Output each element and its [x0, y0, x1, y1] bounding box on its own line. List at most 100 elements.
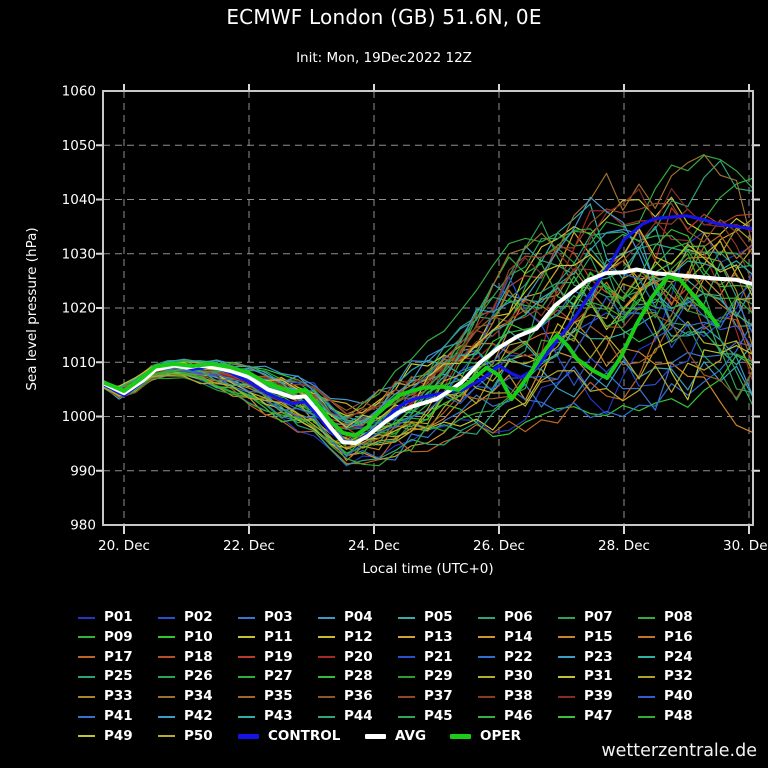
legend-entry-P43: P43: [238, 708, 293, 725]
y-tick-label: 1040: [62, 192, 96, 208]
legend-swatch-CONTROL: [238, 733, 259, 739]
legend-label: P31: [584, 668, 613, 685]
ensemble-member-P01: [103, 231, 753, 467]
legend-entry-P44: P44: [318, 708, 373, 725]
legend-label: P08: [664, 609, 693, 625]
legend-label: P19: [264, 648, 293, 665]
legend-label: P17: [104, 648, 133, 665]
legend-label: P22: [504, 648, 533, 665]
x-tick-label: 26. Dec: [473, 538, 525, 554]
legend-swatch-P02: [158, 616, 175, 619]
legend-swatch-P14: [478, 636, 495, 639]
x-tick-label: 20. Dec: [98, 538, 150, 554]
legend-entry-P41: P41: [78, 708, 133, 725]
legend-entry-P06: P06: [478, 609, 533, 626]
legend-swatch-P42: [158, 715, 175, 718]
legend-entry-P16: P16: [638, 629, 693, 646]
legend-swatch-AVG: [365, 733, 386, 739]
x-axis-title: Local time (UTC+0): [362, 561, 494, 577]
ensemble-member-P17: [103, 234, 753, 465]
ensemble-member-P47: [103, 245, 753, 445]
legend-swatch-P38: [478, 695, 495, 698]
legend-swatch-P33: [78, 695, 95, 698]
legend-entry-P37: P37: [398, 688, 453, 705]
legend-label: P44: [344, 708, 373, 724]
legend-entry-P45: P45: [398, 708, 453, 725]
legend-entry-P13: P13: [398, 629, 453, 646]
legend-entry-P35: P35: [238, 688, 293, 705]
legend-label: P33: [104, 688, 133, 705]
legend-entry-P23: P23: [558, 649, 613, 666]
legend-label: P01: [104, 609, 133, 625]
x-tick-label: 30. Dec: [723, 538, 768, 554]
legend-swatch-P07: [558, 616, 575, 619]
legend-entry-P18: P18: [158, 649, 213, 666]
legend-label: P11: [264, 628, 293, 645]
legend-swatch-P39: [558, 695, 575, 698]
legend-entry-P50: P50: [158, 728, 213, 745]
legend-swatch-P30: [478, 675, 495, 678]
legend-label: P45: [424, 708, 453, 724]
legend-swatch-P36: [318, 695, 335, 698]
ensemble-member-P43: [103, 246, 753, 436]
watermark: wetterzentrale.de: [601, 741, 757, 761]
legend-label: P27: [264, 668, 293, 685]
legend-label: P36: [344, 688, 373, 705]
legend-label: P15: [584, 628, 613, 645]
y-tick-label: 1000: [62, 409, 96, 425]
ensemble-member-P46: [103, 295, 753, 424]
legend-label: P46: [504, 708, 533, 724]
legend-label: P16: [664, 628, 693, 645]
legend-swatch-P40: [638, 695, 655, 698]
legend-swatch-P20: [318, 656, 335, 659]
legend-entry-P15: P15: [558, 629, 613, 646]
legend: P01 P02 P03 P04 P05 P06 P07 P08 P09 P10 P11 P12 P13 P…: [78, 609, 768, 749]
legend-entry-P31: P31: [558, 668, 613, 685]
legend-entry-P11: P11: [238, 629, 293, 646]
legend-entry-CONTROL: CONTROL: [238, 728, 340, 745]
legend-entry-P25: P25: [78, 668, 133, 685]
legend-swatch-P16: [638, 636, 655, 639]
y-tick-label: 1010: [62, 355, 96, 371]
y-axis-title: Sea level pressure (hPa): [24, 227, 40, 391]
legend-label: P37: [424, 688, 453, 705]
legend-swatch-P25: [78, 675, 95, 678]
legend-swatch-P21: [398, 656, 415, 659]
legend-swatch-P12: [318, 636, 335, 639]
legend-entry-P30: P30: [478, 668, 533, 685]
ensemble-member-P50: [103, 297, 753, 450]
legend-entry-P42: P42: [158, 708, 213, 725]
legend-swatch-P09: [78, 636, 95, 639]
legend-swatch-P44: [318, 715, 335, 718]
legend-entry-P38: P38: [478, 688, 533, 705]
legend-swatch-P34: [158, 695, 175, 698]
legend-label: P09: [104, 628, 133, 645]
legend-swatch-P19: [238, 656, 255, 659]
legend-label: P23: [584, 648, 613, 665]
legend-swatch-P10: [158, 636, 175, 639]
legend-swatch-P06: [478, 616, 495, 619]
legend-entry-P33: P33: [78, 688, 133, 705]
legend-label: P10: [184, 628, 213, 645]
legend-entry-P01: P01: [78, 609, 133, 626]
legend-swatch-P23: [558, 656, 575, 659]
legend-label: P30: [504, 668, 533, 685]
legend-swatch-P01: [78, 616, 95, 619]
legend-swatch-P47: [558, 715, 575, 718]
legend-label: P28: [344, 668, 373, 685]
legend-entry-P48: P48: [638, 708, 693, 725]
legend-label: P50: [184, 727, 213, 744]
legend-swatch-P04: [318, 616, 335, 619]
ensemble-member-P41: [103, 266, 753, 443]
legend-entry-P20: P20: [318, 649, 373, 666]
y-tick-label: 1060: [62, 84, 96, 100]
legend-entry-P10: P10: [158, 629, 213, 646]
legend-entry-P17: P17: [78, 649, 133, 666]
legend-entry-P26: P26: [158, 668, 213, 685]
legend-label: P04: [344, 609, 373, 625]
legend-entry-P21: P21: [398, 649, 453, 666]
legend-swatch-P29: [398, 675, 415, 678]
legend-entry-P22: P22: [478, 649, 533, 666]
legend-swatch-P35: [238, 695, 255, 698]
legend-label: P43: [264, 708, 293, 724]
